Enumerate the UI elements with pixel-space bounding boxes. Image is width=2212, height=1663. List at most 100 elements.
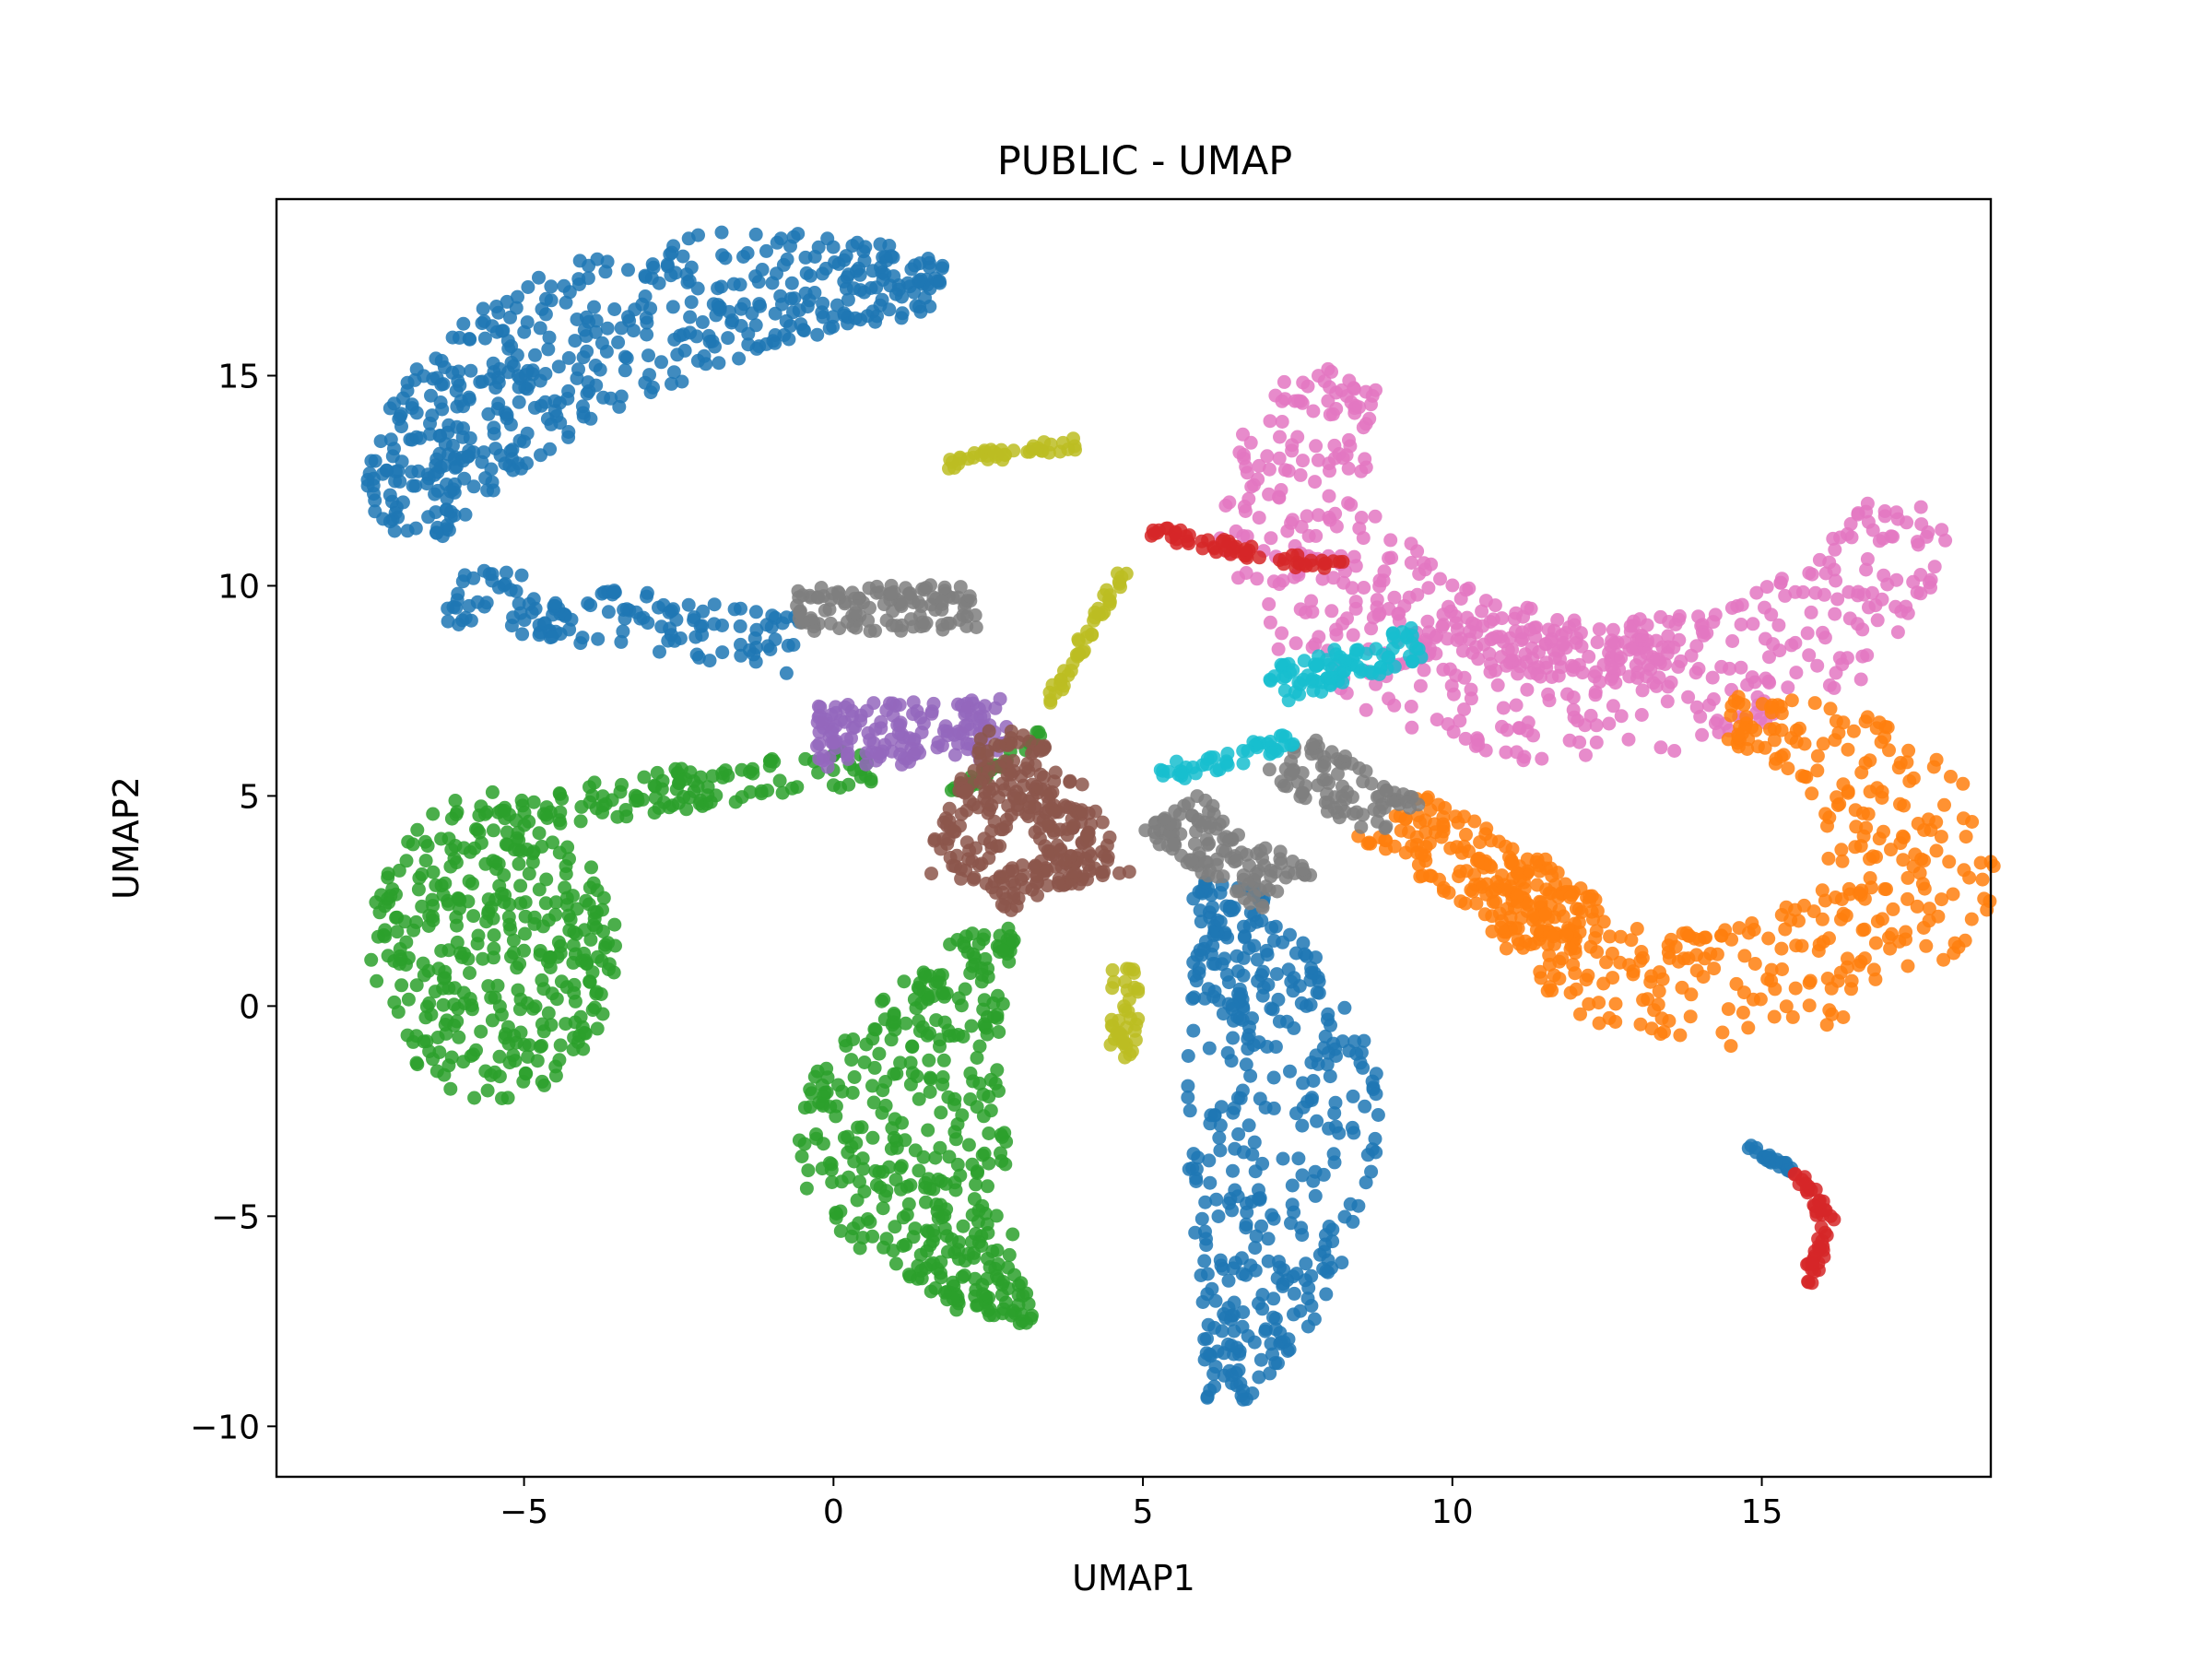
scatter-point xyxy=(972,1039,987,1054)
scatter-point xyxy=(1740,678,1755,692)
scatter-point xyxy=(824,725,839,740)
scatter-point xyxy=(1749,585,1764,600)
scatter-point xyxy=(721,331,735,346)
scatter-point xyxy=(415,899,429,914)
scatter-point xyxy=(568,994,582,1008)
scatter-point xyxy=(1652,984,1666,998)
scatter-point xyxy=(1413,678,1428,693)
scatter-point xyxy=(1547,968,1561,983)
scatter-point xyxy=(1855,923,1870,938)
scatter-point xyxy=(912,274,926,289)
scatter-point xyxy=(1338,792,1353,807)
scatter-point xyxy=(1095,815,1110,830)
scatter-point xyxy=(802,293,817,308)
scatter-point xyxy=(877,1240,891,1255)
scatter-point xyxy=(1497,882,1512,897)
scatter-point xyxy=(1505,842,1520,856)
scatter-point xyxy=(1652,670,1666,685)
scatter-point xyxy=(1788,584,1803,599)
scatter-point xyxy=(401,992,416,1007)
scatter-point xyxy=(1238,929,1252,944)
scatter-point xyxy=(1288,946,1303,961)
scatter-point xyxy=(452,1030,466,1044)
scatter-point xyxy=(575,1020,590,1034)
scatter-point xyxy=(450,918,464,933)
scatter-point xyxy=(1457,702,1471,716)
scatter-point xyxy=(1789,666,1804,680)
scatter-point xyxy=(948,1132,963,1147)
scatter-point xyxy=(831,586,846,601)
scatter-point xyxy=(1064,664,1078,678)
scatter-point xyxy=(1329,622,1344,637)
scatter-point xyxy=(637,770,652,784)
scatter-point xyxy=(1469,640,1484,655)
scatter-point xyxy=(1422,625,1436,640)
scatter-point xyxy=(567,1031,582,1045)
scatter-point xyxy=(1201,982,1216,997)
scatter-point xyxy=(922,1053,936,1067)
scatter-point xyxy=(1860,552,1875,566)
scatter-point xyxy=(1799,1183,1814,1197)
scatter-point xyxy=(511,289,524,304)
scatter-point xyxy=(1929,815,1944,830)
scatter-point xyxy=(1855,622,1870,637)
scatter-point xyxy=(512,596,526,611)
scatter-point xyxy=(648,791,663,805)
scatter-point xyxy=(1899,932,1912,947)
scatter-point xyxy=(1370,593,1384,607)
scatter-point xyxy=(1322,775,1336,790)
scatter-point xyxy=(1088,861,1102,876)
scatter-point xyxy=(1241,877,1256,891)
scatter-point xyxy=(718,763,733,778)
scatter-point xyxy=(1947,946,1961,961)
scatter-point xyxy=(1007,1268,1022,1282)
scatter-point xyxy=(1787,1167,1802,1182)
scatter-point xyxy=(853,283,867,298)
scatter-point xyxy=(912,746,927,761)
scatter-point xyxy=(389,911,404,925)
scatter-point xyxy=(1114,570,1129,584)
scatter-point xyxy=(466,571,481,585)
scatter-point xyxy=(619,351,634,365)
scatter-point xyxy=(1919,529,1934,544)
scatter-point xyxy=(690,281,705,296)
scatter-point xyxy=(1841,742,1855,757)
scatter-point xyxy=(1524,601,1538,616)
scatter-point xyxy=(1295,1168,1310,1183)
scatter-point xyxy=(1225,1203,1240,1218)
scatter-point xyxy=(411,464,426,478)
scatter-point xyxy=(1556,909,1571,924)
scatter-point xyxy=(906,695,921,710)
scatter-point xyxy=(1403,800,1418,815)
scatter-point xyxy=(1309,950,1323,965)
scatter-point xyxy=(1494,920,1509,935)
scatter-point xyxy=(1479,821,1494,836)
scatter-point xyxy=(1063,773,1077,788)
scatter-point xyxy=(1914,517,1929,532)
scatter-point xyxy=(690,779,705,794)
scatter-point xyxy=(1363,836,1378,851)
scatter-point xyxy=(539,291,553,306)
scatter-point xyxy=(1533,864,1547,879)
scatter-point xyxy=(801,1163,816,1178)
scatter-point xyxy=(1929,752,1944,767)
scatter-point xyxy=(1977,891,1992,906)
scatter-point xyxy=(1328,1042,1343,1056)
scatter-point xyxy=(1588,892,1603,907)
scatter-point xyxy=(1691,609,1706,624)
scatter-point xyxy=(901,1197,916,1211)
scatter-point xyxy=(826,778,841,793)
scatter-point xyxy=(1359,1175,1373,1190)
scatter-point xyxy=(629,605,643,619)
scatter-point xyxy=(392,863,406,878)
scatter-point xyxy=(933,1039,947,1054)
scatter-point xyxy=(475,454,489,469)
scatter-point xyxy=(463,992,477,1006)
scatter-point xyxy=(829,1210,843,1225)
scatter-point xyxy=(561,425,576,439)
scatter-point xyxy=(1384,550,1399,565)
scatter-point xyxy=(525,846,540,861)
scatter-point xyxy=(1277,683,1292,698)
scatter-point xyxy=(1198,1195,1213,1209)
